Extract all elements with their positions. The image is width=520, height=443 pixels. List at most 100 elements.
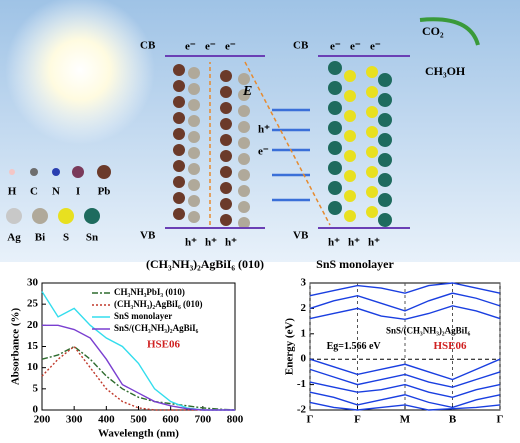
y-tick-label: 25 — [27, 298, 39, 310]
atom — [328, 81, 342, 95]
atom — [188, 67, 200, 79]
atom — [173, 128, 185, 140]
atom-swatch — [84, 208, 100, 224]
atom-swatch — [52, 168, 60, 176]
band-chart: -2 -1 0 1 2 3 Γ F M B Γ Energy (eV) SnS/(CH₃NH₃)₂AgB… — [284, 277, 504, 426]
atom — [366, 146, 378, 158]
atom — [173, 208, 185, 220]
atom — [173, 64, 185, 76]
atom — [238, 121, 250, 133]
field-label: E — [242, 84, 252, 99]
reaction-arrow — [419, 17, 480, 46]
panel-label: (CH₃NH₃)₂AgBiI₆ (010) — [146, 257, 264, 271]
x-tick-label: 200 — [34, 414, 51, 426]
y-tick-label: 10 — [27, 361, 39, 373]
atom-label: C — [30, 186, 38, 198]
atom — [220, 86, 232, 98]
y-tick-label: 30 — [27, 277, 39, 289]
series-line — [41, 345, 236, 411]
atom — [188, 163, 200, 175]
atom — [378, 93, 392, 107]
atom-swatch — [97, 165, 111, 179]
atom-label: Pb — [98, 186, 111, 198]
atom — [188, 147, 200, 159]
atom-label: H — [8, 186, 17, 198]
x-tick-label: 500 — [130, 414, 147, 426]
atom — [238, 105, 250, 117]
cb-label: CB — [293, 40, 309, 52]
atom — [366, 126, 378, 138]
atom-label: Sn — [86, 232, 98, 244]
atom — [328, 61, 342, 75]
atom — [328, 161, 342, 175]
atom-swatch — [72, 166, 84, 178]
y-tick-label: 1 — [301, 327, 307, 339]
atom-label: Ag — [7, 232, 21, 244]
atom — [328, 201, 342, 215]
atom — [220, 214, 232, 226]
atom — [188, 211, 200, 223]
atom — [238, 185, 250, 197]
atom — [220, 134, 232, 146]
atom — [366, 86, 378, 98]
electron: e⁻ — [370, 41, 381, 53]
x-tick-label: 600 — [162, 414, 179, 426]
series-line — [309, 358, 501, 381]
y-tick-label: 3 — [301, 277, 307, 289]
atom-legend: H C N I Pb Ag Bi S Sn — [6, 165, 111, 244]
atom — [344, 130, 356, 142]
atom — [238, 153, 250, 165]
atom — [344, 190, 356, 202]
product: CH₃OH — [425, 64, 466, 78]
x-tick-label: 300 — [66, 414, 83, 426]
bands — [165, 55, 410, 229]
hole: h⁺ — [368, 237, 380, 249]
atom — [378, 193, 392, 207]
legend-label: CH₃NH₃PbI₃ (010) — [114, 287, 185, 297]
atom-swatch — [6, 208, 22, 224]
atom-label: Bi — [35, 232, 45, 244]
atom — [344, 170, 356, 182]
x-tick-label: M — [400, 414, 411, 426]
atom — [378, 213, 392, 227]
atom-swatch — [9, 169, 15, 175]
atom — [220, 182, 232, 194]
electron: e⁻ — [225, 41, 236, 53]
series-line — [309, 282, 501, 297]
atom — [173, 160, 185, 172]
x-tick-label: F — [354, 414, 361, 426]
atom — [366, 166, 378, 178]
atom — [328, 101, 342, 115]
atom — [188, 83, 200, 95]
atom — [220, 166, 232, 178]
series-line — [309, 381, 501, 399]
atom — [378, 113, 392, 127]
y-tick-label: -2 — [297, 404, 307, 416]
atom — [344, 90, 356, 102]
atom — [188, 179, 200, 191]
y-tick-label: 2 — [301, 302, 307, 314]
gap-label: Eg=1.566 eV — [327, 341, 382, 352]
y-tick-label: -1 — [297, 378, 306, 390]
atom-swatch — [58, 208, 74, 224]
atom — [366, 206, 378, 218]
absorbance-chart: 0 5 10 15 20 25 30 200 300 400 500 600 700 800 Wavelen… — [10, 277, 244, 440]
atom — [188, 115, 200, 127]
atom — [173, 96, 185, 108]
series-line — [309, 305, 501, 321]
y-axis-label: Energy (eV) — [284, 318, 296, 375]
transfer-arrows — [209, 61, 331, 226]
atom — [328, 121, 342, 135]
annotation: SnS/(CH₃NH₃)₂AgBiI₆ — [386, 325, 471, 335]
series-line — [309, 391, 501, 409]
vb-label: VB — [293, 230, 309, 242]
y-tick-label: 0 — [301, 353, 307, 365]
sun — [5, 0, 155, 145]
hole: h⁺ — [348, 237, 360, 249]
atom-swatch — [32, 208, 48, 224]
atom — [188, 195, 200, 207]
atom — [366, 106, 378, 118]
atom — [220, 118, 232, 130]
atom — [173, 80, 185, 92]
